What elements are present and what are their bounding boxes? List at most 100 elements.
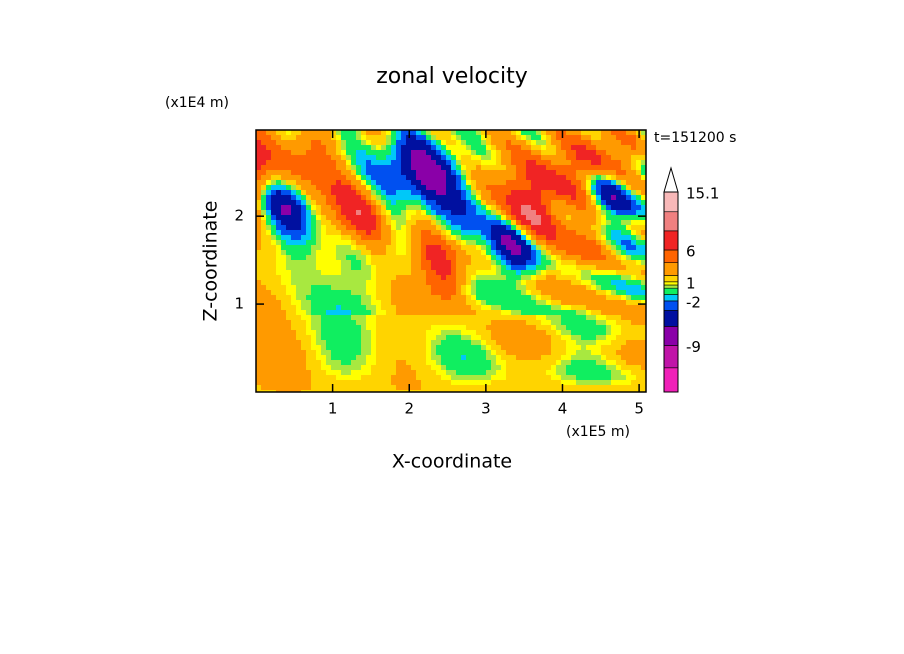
contour-cell [371, 365, 377, 371]
contour-cell [276, 375, 282, 381]
contour-cell [636, 165, 642, 171]
contour-cell [521, 345, 527, 351]
contour-cell [471, 280, 477, 286]
contour-cell [421, 185, 427, 191]
contour-cell [441, 365, 447, 371]
contour-cell [461, 280, 467, 286]
contour-cell [291, 220, 297, 226]
contour-cell [271, 270, 277, 276]
contour-cell [621, 340, 627, 346]
contour-cell [526, 310, 532, 316]
contour-cell [466, 240, 472, 246]
contour-cell [546, 130, 552, 136]
contour-cell [321, 310, 327, 316]
contour-cell [571, 325, 577, 331]
contour-cell [316, 190, 322, 196]
contour-cell [361, 210, 367, 216]
contour-cell [316, 325, 322, 331]
contour-cell [596, 250, 602, 256]
contour-cell [601, 330, 607, 336]
contour-cell [561, 260, 567, 266]
contour-cell [441, 210, 447, 216]
contour-cell [426, 255, 432, 261]
contour-cell [411, 345, 417, 351]
contour-cell [341, 270, 347, 276]
contour-cell [291, 150, 297, 156]
contour-cell [291, 320, 297, 326]
contour-cell [536, 250, 542, 256]
contour-cell [501, 220, 507, 226]
contour-cell [536, 235, 542, 241]
contour-cell [586, 305, 592, 311]
contour-cell [256, 290, 262, 296]
contour-cell [281, 175, 287, 181]
contour-cell [591, 220, 597, 226]
contour-cell [326, 270, 332, 276]
contour-cell [571, 270, 577, 276]
contour-cell [341, 280, 347, 286]
contour-cell [531, 205, 537, 211]
contour-cell [276, 370, 282, 376]
contour-cell [491, 130, 497, 136]
contour-cell [411, 315, 417, 321]
contour-cell [326, 325, 332, 331]
contour-cell [256, 235, 262, 241]
contour-cell [366, 320, 372, 326]
contour-cell [571, 285, 577, 291]
contour-cell [626, 170, 632, 176]
contour-cell [386, 215, 392, 221]
contour-cell [566, 170, 572, 176]
contour-cell [541, 265, 547, 271]
contour-cell [286, 205, 292, 211]
contour-cell [316, 315, 322, 321]
contour-cell [521, 235, 527, 241]
contour-cell [426, 145, 432, 151]
contour-cell [616, 330, 622, 336]
contour-cell [476, 270, 482, 276]
contour-cell [336, 270, 342, 276]
contour-cell [566, 325, 572, 331]
contour-cell [491, 345, 497, 351]
contour-cell [581, 170, 587, 176]
contour-cell [256, 225, 262, 231]
contour-cell [436, 305, 442, 311]
contour-cell [346, 265, 352, 271]
colorbar-segment [663, 367, 679, 393]
contour-cell [531, 190, 537, 196]
contour-cell [411, 380, 417, 386]
contour-cell [286, 140, 292, 146]
contour-cell [371, 325, 377, 331]
contour-cell [316, 285, 322, 291]
contour-cell [496, 185, 502, 191]
contour-cell [346, 195, 352, 201]
contour-cell [446, 365, 452, 371]
contour-cell [356, 355, 362, 361]
contour-cell [341, 320, 347, 326]
contour-cell [496, 340, 502, 346]
contour-cell [291, 380, 297, 386]
contour-cell [561, 220, 567, 226]
contour-cell [426, 200, 432, 206]
contour-cell [531, 315, 537, 321]
contour-cell [311, 190, 317, 196]
contour-cell [501, 150, 507, 156]
contour-cell [586, 335, 592, 341]
contour-cell [616, 175, 622, 181]
contour-cell [401, 365, 407, 371]
contour-cell [441, 300, 447, 306]
contour-cell [571, 290, 577, 296]
contour-cell [591, 285, 597, 291]
contour-cell [511, 310, 517, 316]
contour-cell [481, 275, 487, 281]
contour-cell [641, 375, 647, 381]
contour-cell [361, 250, 367, 256]
contour-cell [261, 370, 267, 376]
contour-cell [331, 155, 337, 161]
contour-cell [521, 305, 527, 311]
contour-cell [446, 290, 452, 296]
contour-cell [476, 305, 482, 311]
contour-cell [516, 325, 522, 331]
contour-cell [406, 245, 412, 251]
contour-cell [391, 350, 397, 356]
contour-cell [371, 320, 377, 326]
